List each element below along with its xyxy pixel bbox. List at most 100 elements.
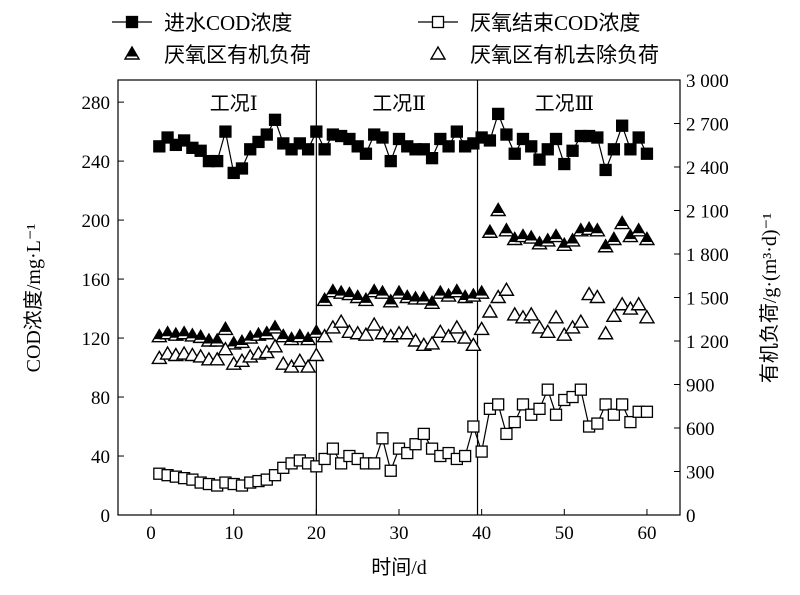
data-point bbox=[481, 303, 499, 318]
y-left-tick-label: 280 bbox=[82, 93, 111, 114]
data-point bbox=[556, 326, 573, 341]
data-point bbox=[268, 469, 282, 482]
series-1 bbox=[153, 107, 654, 180]
data-point bbox=[384, 464, 397, 477]
legend-item: 厌氧区有机负荷 bbox=[123, 43, 311, 67]
data-point-fill bbox=[641, 232, 653, 242]
data-point bbox=[533, 153, 546, 166]
data-point-fill bbox=[319, 293, 331, 303]
data-point bbox=[473, 321, 490, 336]
data-point-fill bbox=[294, 329, 306, 340]
data-point-fill bbox=[162, 326, 174, 337]
data-point bbox=[498, 281, 515, 296]
data-point bbox=[442, 140, 455, 153]
data-point-fill bbox=[178, 326, 190, 337]
legend-marker-fill bbox=[126, 47, 138, 57]
data-point-fill bbox=[633, 223, 645, 234]
data-point bbox=[638, 309, 656, 324]
data-point bbox=[266, 338, 284, 353]
data-point bbox=[541, 143, 554, 156]
data-point bbox=[558, 157, 571, 171]
data-point bbox=[508, 415, 521, 429]
data-point bbox=[523, 306, 540, 321]
data-point bbox=[194, 144, 207, 157]
data-point-fill bbox=[211, 334, 223, 344]
data-point bbox=[310, 460, 323, 473]
data-point-fill bbox=[385, 294, 397, 305]
data-point bbox=[549, 408, 563, 421]
data-point-fill bbox=[517, 229, 529, 240]
data-point bbox=[332, 313, 350, 328]
legend-marker bbox=[429, 45, 447, 60]
data-point bbox=[425, 442, 439, 455]
data-point bbox=[409, 438, 422, 451]
data-point bbox=[533, 402, 546, 415]
data-point-fill bbox=[261, 326, 273, 337]
data-point-fill bbox=[302, 332, 314, 343]
data-point bbox=[440, 328, 457, 343]
data-point bbox=[483, 134, 497, 147]
legend-label: 厌氧区有机去除负荷 bbox=[470, 43, 659, 67]
y-right-tick-label: 1 200 bbox=[686, 332, 729, 353]
data-point-fill bbox=[451, 284, 463, 295]
data-point bbox=[448, 319, 466, 334]
y-left-tick-label: 240 bbox=[82, 152, 111, 173]
data-point bbox=[326, 442, 340, 455]
x-tick-label: 50 bbox=[555, 523, 574, 544]
data-point bbox=[359, 147, 373, 160]
data-point bbox=[591, 417, 604, 430]
y-right-tick-label: 0 bbox=[686, 506, 696, 527]
y-axis-right-label: 有机负荷/g·(m³·d)⁻¹ bbox=[758, 213, 781, 383]
x-tick-label: 60 bbox=[637, 523, 656, 544]
data-point bbox=[432, 323, 449, 338]
data-point bbox=[417, 427, 430, 441]
data-point bbox=[624, 415, 637, 429]
data-point bbox=[458, 449, 472, 463]
data-point bbox=[399, 325, 416, 340]
x-tick-label: 30 bbox=[390, 523, 409, 544]
y-right-tick-label: 300 bbox=[686, 463, 715, 484]
legend-item: 进水COD浓度 bbox=[112, 11, 292, 35]
data-point bbox=[384, 154, 397, 168]
data-point bbox=[607, 143, 621, 156]
data-point bbox=[357, 326, 375, 341]
data-point bbox=[318, 143, 331, 156]
y-axis-left-label: COD浓度/mg·L⁻¹ bbox=[22, 224, 45, 373]
data-point bbox=[624, 143, 637, 156]
data-point bbox=[456, 329, 474, 344]
data-point-fill bbox=[335, 286, 347, 296]
data-point bbox=[211, 154, 224, 168]
x-tick-label: 10 bbox=[224, 523, 243, 544]
data-point-fill bbox=[410, 291, 422, 302]
data-point bbox=[310, 125, 323, 138]
data-point bbox=[318, 452, 331, 466]
data-point bbox=[516, 398, 530, 411]
data-point bbox=[308, 347, 325, 362]
phase-label: 工况Ⅲ bbox=[535, 93, 594, 115]
data-point bbox=[351, 140, 364, 153]
data-point-fill bbox=[550, 229, 562, 240]
data-point-fill bbox=[277, 329, 289, 340]
data-point bbox=[208, 351, 226, 366]
y-right-tick-label: 2 700 bbox=[686, 115, 729, 136]
data-point-fill bbox=[484, 225, 496, 235]
data-point bbox=[450, 125, 464, 138]
data-point-fill bbox=[567, 233, 579, 244]
data-point bbox=[376, 432, 389, 445]
data-point bbox=[417, 143, 430, 156]
data-point bbox=[500, 427, 513, 441]
legend-item: 厌氧区有机去除负荷 bbox=[429, 43, 659, 67]
data-point-fill bbox=[624, 229, 636, 240]
data-point bbox=[475, 445, 488, 458]
data-point-fill bbox=[525, 231, 537, 241]
data-point-fill bbox=[492, 203, 504, 213]
phase-label: 工况Ⅱ bbox=[372, 93, 426, 115]
data-point bbox=[547, 309, 565, 324]
data-point bbox=[572, 313, 590, 328]
data-point-fill bbox=[343, 287, 355, 298]
legend-label: 厌氧结束COD浓度 bbox=[470, 11, 640, 35]
data-point bbox=[343, 132, 356, 146]
data-point bbox=[599, 398, 612, 411]
legend-item: 厌氧结束COD浓度 bbox=[418, 11, 640, 35]
data-point bbox=[153, 140, 166, 153]
